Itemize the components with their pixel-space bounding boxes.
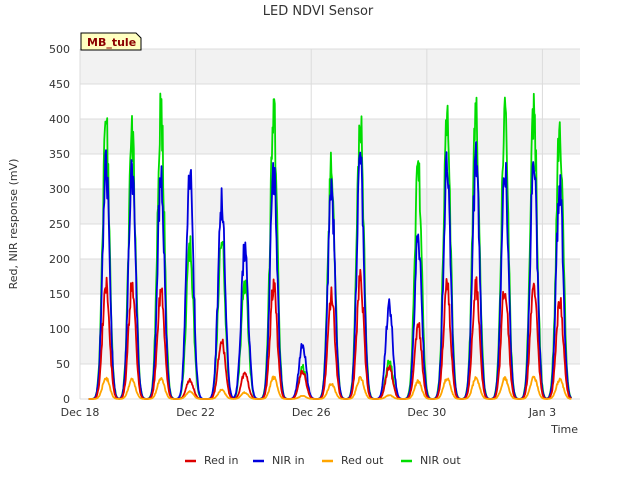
grid bbox=[79, 48, 580, 400]
y-tick-label: 500 bbox=[49, 43, 70, 56]
station-badge: MB_tule bbox=[80, 32, 142, 51]
legend-label: Red out bbox=[341, 454, 384, 467]
y-tick-label: 300 bbox=[49, 183, 70, 196]
chart-title: LED NDVI Sensor bbox=[263, 4, 374, 19]
y-tick-label: 450 bbox=[49, 78, 70, 91]
y-tick-label: 50 bbox=[56, 358, 70, 371]
axes: 0 50 100 150 200 250 300 350 400 450 500 Dec 18 Dec … bbox=[49, 43, 556, 419]
grid-band bbox=[80, 119, 580, 154]
grid-band bbox=[80, 259, 580, 294]
y-tick-label: 250 bbox=[49, 218, 70, 231]
y-tick-label: 350 bbox=[49, 148, 70, 161]
y-tick-label: 0 bbox=[63, 393, 70, 406]
legend-item: NIR in bbox=[253, 454, 305, 467]
x-tick-label: Jan 3 bbox=[528, 406, 556, 419]
x-tick-label: Dec 18 bbox=[61, 406, 100, 419]
y-tick-label: 400 bbox=[49, 113, 70, 126]
y-tick-label: 100 bbox=[49, 323, 70, 336]
y-tick-label: 200 bbox=[49, 253, 70, 266]
series-lines bbox=[88, 92, 573, 400]
y-tick-label: 150 bbox=[49, 288, 70, 301]
grid-band bbox=[80, 49, 580, 84]
badge-label: MB_tule bbox=[87, 36, 136, 49]
x-axis-title: Time bbox=[550, 423, 578, 436]
x-tick-label: Dec 22 bbox=[176, 406, 215, 419]
legend-item: Red in bbox=[185, 454, 238, 467]
legend-label: NIR in bbox=[272, 454, 305, 467]
x-tick-label: Dec 26 bbox=[292, 406, 331, 419]
legend-item: Red out bbox=[322, 454, 384, 467]
grid-band bbox=[80, 329, 580, 364]
legend: Red in NIR in Red out NIR out bbox=[185, 454, 461, 467]
legend-label: NIR out bbox=[420, 454, 461, 467]
series-line-red-out bbox=[88, 375, 572, 400]
badge-box bbox=[80, 32, 142, 51]
y-axis-title: Red, NIR response (mV) bbox=[7, 159, 20, 290]
legend-label: Red in bbox=[204, 454, 238, 467]
legend-item: NIR out bbox=[401, 454, 461, 467]
x-tick-label: Dec 30 bbox=[407, 406, 446, 419]
